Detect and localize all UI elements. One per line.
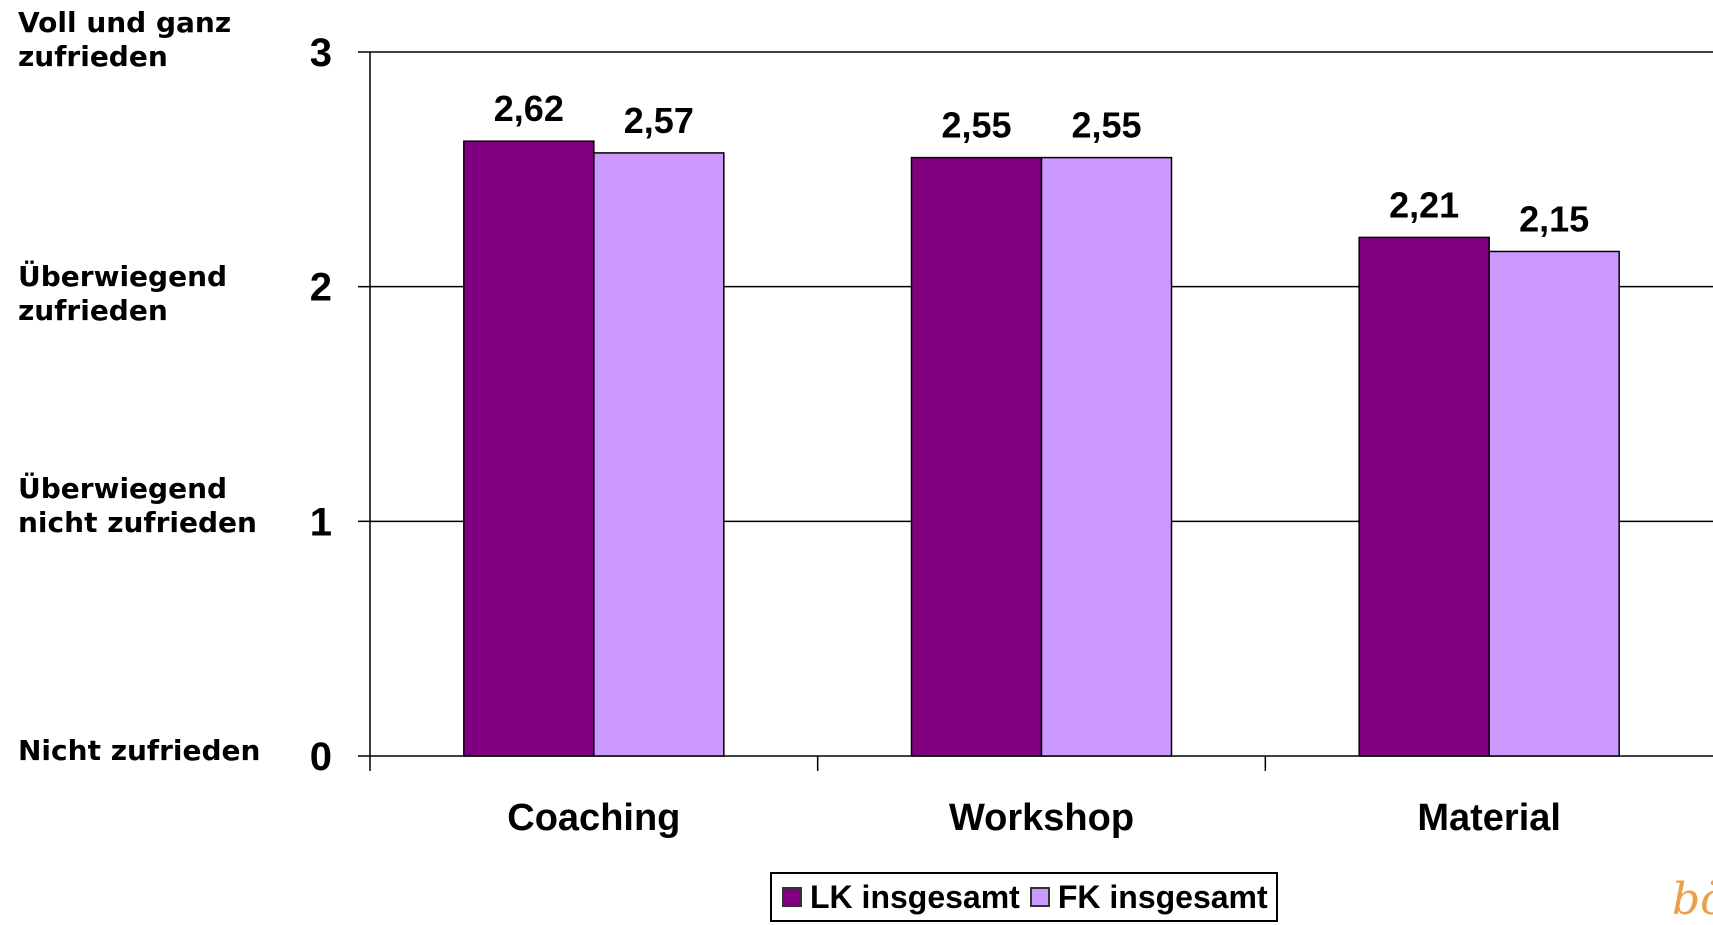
y-category-label-1: Überwiegend nicht zufrieden xyxy=(18,472,257,540)
legend: LK insgesamt FK insgesamt xyxy=(770,872,1278,922)
bar-workshop-fk xyxy=(1040,156,1173,757)
y-category-label-1-line1: Überwiegend xyxy=(18,472,228,505)
bar-material-fk xyxy=(1488,250,1620,757)
legend-label-lk: LK insgesamt xyxy=(810,878,1020,915)
data-label-workshop-lk: 2,55 xyxy=(941,105,1011,146)
data-label-material-lk: 2,21 xyxy=(1389,184,1459,225)
y-tick-label-0: 0 xyxy=(310,735,332,779)
y-category-label-0: Nicht zufrieden xyxy=(18,734,260,768)
data-label-coaching-lk: 2,62 xyxy=(494,88,564,129)
x-category-label-material: Material xyxy=(1417,797,1561,839)
legend-swatch-lk xyxy=(782,887,802,907)
x-category-label-workshop: Workshop xyxy=(949,797,1134,839)
y-category-label-2-line1: Überwiegend xyxy=(18,260,228,293)
legend-swatch-fk xyxy=(1029,887,1050,907)
logo-mark: bö xyxy=(1672,874,1713,925)
y-tick-label-2: 2 xyxy=(310,266,332,310)
y-category-label-2: Überwiegend zufrieden xyxy=(18,260,227,328)
y-category-label-3: Voll und ganz zufrieden xyxy=(18,6,231,74)
bar-workshop-lk xyxy=(910,156,1043,757)
data-label-workshop-fk: 2,55 xyxy=(1071,105,1141,146)
y-category-label-3-line1: Voll und ganz xyxy=(18,6,232,39)
legend-item-fk: FK insgesamt xyxy=(1029,878,1268,916)
legend-label-fk: FK insgesamt xyxy=(1057,878,1268,915)
bar-coaching-fk xyxy=(593,152,725,757)
bar-material-lk xyxy=(1358,236,1490,757)
legend-item-lk: LK insgesamt xyxy=(782,879,1020,916)
bar-chart: 0 1 2 3 2,62 2,57 Coaching 2,55 2,55 Workshop 2,21… xyxy=(310,31,1713,839)
y-tick-label-1: 1 xyxy=(310,500,332,544)
x-category-label-coaching: Coaching xyxy=(507,797,680,839)
data-label-coaching-fk: 2,57 xyxy=(624,100,694,141)
y-category-label-1-line2: nicht zufrieden xyxy=(18,506,257,539)
y-tick-label-3: 3 xyxy=(310,31,332,75)
bar-coaching-lk xyxy=(463,140,595,757)
y-category-label-2-line2: zufrieden xyxy=(18,294,168,327)
y-category-label-0-line1: Nicht zufrieden xyxy=(18,734,261,767)
data-label-material-fk: 2,15 xyxy=(1519,198,1589,239)
y-category-label-3-line2: zufrieden xyxy=(18,40,168,73)
